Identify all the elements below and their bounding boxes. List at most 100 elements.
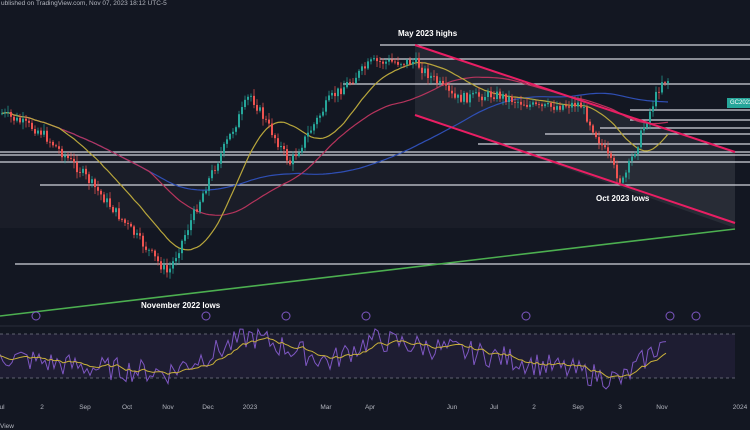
x-tick-label: Mar — [320, 404, 332, 411]
candle-body — [16, 117, 18, 121]
candle-body — [133, 226, 135, 235]
candle-body — [637, 147, 639, 155]
candle-body — [460, 94, 462, 102]
candle-body — [229, 133, 231, 140]
candle-body — [436, 76, 438, 84]
candle-body — [97, 187, 99, 191]
x-tick-label: 2024 — [733, 404, 748, 411]
candle-body — [514, 102, 516, 103]
candle-body — [352, 82, 354, 84]
candle-body — [64, 155, 66, 158]
candle-body — [562, 105, 564, 110]
candle-body — [412, 61, 414, 65]
event-icon[interactable] — [31, 311, 41, 321]
candle-body — [124, 219, 126, 223]
candle-body — [523, 104, 525, 106]
candle-body — [481, 96, 483, 101]
candle-body — [343, 87, 345, 95]
candle-body — [172, 261, 174, 269]
candle-body — [610, 153, 612, 158]
annotation-november-2022-lows: November 2022 lows — [141, 301, 221, 310]
candle-body — [70, 158, 72, 159]
candle-body — [385, 61, 387, 64]
candle-body — [661, 82, 663, 93]
candle-body — [463, 92, 465, 102]
candle-body — [454, 93, 456, 98]
candle-body — [4, 112, 6, 114]
candle-body — [199, 201, 201, 212]
candle-body — [361, 66, 363, 71]
candle-body — [631, 156, 633, 161]
candle-body — [247, 96, 249, 100]
candle-body — [664, 82, 666, 83]
candle-body — [253, 95, 255, 105]
candle-body — [157, 256, 159, 262]
candle-body — [367, 61, 369, 69]
candle-body — [286, 149, 288, 161]
event-icon[interactable] — [521, 311, 531, 321]
event-icons[interactable] — [31, 311, 701, 321]
candle-body — [556, 106, 558, 110]
candle-body — [613, 157, 615, 165]
candle-body — [331, 92, 333, 96]
candle-body — [271, 123, 273, 136]
candle-body — [181, 240, 183, 254]
candle-body — [82, 168, 84, 173]
candle-body — [79, 172, 81, 173]
candle-body — [658, 91, 660, 93]
event-icon[interactable] — [691, 311, 701, 321]
candle-body — [112, 206, 114, 213]
time-axis: ul 2 Sep Oct Nov Dec 2023 Mar Apr Jun Jul 2 Sep 3 Nov 2… — [0, 404, 748, 411]
candle-body — [598, 137, 600, 144]
candle-body — [67, 155, 69, 159]
candle-body — [553, 106, 555, 110]
candle-body — [493, 97, 495, 99]
candle-body — [616, 164, 618, 179]
x-tick-label: Sep — [572, 404, 584, 411]
candle-body — [196, 209, 198, 212]
candle-body — [262, 107, 264, 119]
candle-body — [337, 88, 339, 97]
candle-body — [301, 147, 303, 153]
candle-body — [319, 115, 321, 118]
candle-body — [394, 61, 396, 63]
x-tick-label: Oct — [122, 404, 132, 411]
candle-body — [178, 253, 180, 259]
candle-body — [130, 223, 132, 227]
candle-body — [91, 179, 93, 184]
candle-body — [373, 58, 375, 60]
candle-body — [139, 233, 141, 236]
candle-body — [409, 59, 411, 65]
candle-body — [328, 95, 330, 101]
candle-body — [298, 152, 300, 157]
candle-body — [280, 146, 282, 148]
candle-body — [28, 120, 30, 123]
candle-body — [451, 90, 453, 94]
candle-body — [430, 75, 432, 79]
candle-body — [646, 123, 648, 128]
annotation-may-2023-highs: May 2023 highs — [398, 29, 458, 38]
candle-body — [334, 92, 336, 97]
candle-body — [19, 117, 21, 123]
horizontal-levels — [0, 44, 750, 265]
candle-body — [346, 82, 348, 88]
candle-body — [475, 92, 477, 94]
event-icon[interactable] — [361, 311, 371, 321]
candle-body — [292, 154, 294, 165]
candle-body — [214, 170, 216, 171]
candle-body — [544, 104, 546, 107]
candle-body — [592, 125, 594, 133]
candle-body — [217, 163, 219, 171]
candle-body — [445, 83, 447, 86]
candle-body — [52, 141, 54, 146]
candle-body — [61, 148, 63, 158]
candle-body — [622, 177, 624, 183]
candle-body — [538, 104, 540, 105]
event-icon[interactable] — [665, 311, 675, 321]
candle-body — [223, 143, 225, 154]
event-icon[interactable] — [281, 311, 291, 321]
channel-upper-line — [414, 44, 736, 153]
candle-body — [466, 92, 468, 103]
candle-body — [643, 127, 645, 131]
event-icon[interactable] — [201, 311, 211, 321]
